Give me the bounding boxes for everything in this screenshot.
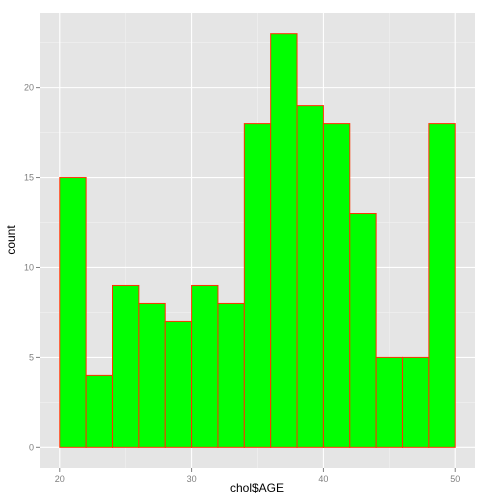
histogram-bar [296,105,324,448]
histogram-bar [402,356,430,448]
histogram-bar [138,302,166,448]
histogram-bar [85,374,113,448]
histogram-bar [164,320,193,448]
y-axis-ticks: 0 5 10 15 20 [24,83,40,452]
histogram-bar [191,284,219,448]
x-axis-ticks: 20 30 40 50 [55,468,460,484]
y-tick-label: 0 [29,442,34,452]
histogram-bar [217,302,245,448]
y-axis-title: count [4,225,18,255]
histogram-bar [270,33,298,448]
histogram-bar [322,123,351,448]
histogram-bar [375,356,403,448]
y-tick-label: 10 [24,262,34,272]
histogram-bar [349,213,377,448]
x-axis-title: chol$AGE [230,481,284,495]
y-tick-label: 15 [24,173,34,183]
x-tick-label: 50 [450,474,460,484]
x-tick-label: 30 [187,474,197,484]
histogram-bar [243,123,272,448]
x-tick-label: 40 [318,474,328,484]
histogram-bar [112,284,140,448]
x-tick-label: 20 [55,474,65,484]
histogram-bar [59,177,87,448]
histogram-bars [59,33,456,448]
y-tick-label: 20 [24,83,34,93]
y-tick-label: 5 [29,352,34,362]
histogram-bar [428,123,456,448]
